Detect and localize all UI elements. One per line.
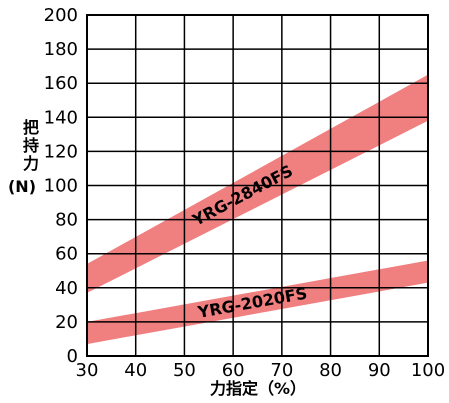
grid-lines [87,15,428,356]
x-tick-label-50: 50 [173,360,196,381]
y-axis-title-char-2: 持 [23,136,39,155]
y-tick-label-160: 160 [44,73,78,94]
x-tick-label-80: 80 [319,360,342,381]
x-tick-label-90: 90 [368,360,391,381]
y-axis-unit: (N) [8,177,36,196]
series-band-2 [87,260,428,345]
x-tick-label-30: 30 [76,360,99,381]
series-bands [87,74,428,345]
plot-frame [86,14,429,357]
series-band-1 [87,74,428,293]
x-tick-label-70: 70 [270,360,293,381]
y-tick-label-80: 80 [55,210,78,231]
y-tick-labels: 0 20 40 60 80 100 120 140 160 180 200 [44,5,78,367]
y-axis-title-char-1: 把 [23,118,39,137]
y-tick-label-60: 60 [55,244,78,265]
x-tick-label-100: 100 [411,360,445,381]
y-tick-label-180: 180 [44,39,78,60]
y-tick-label-140: 140 [44,107,78,128]
y-tick-label-100: 100 [44,176,78,197]
series-label-2: YRG-2020FS [195,284,308,322]
y-tick-label-0: 0 [67,346,78,367]
y-tick-label-120: 120 [44,141,78,162]
y-axis-title-char-3: 力 [23,154,39,173]
x-axis-title: 力指定（%） [210,379,306,398]
x-tick-labels: 30 40 50 60 70 80 90 100 [76,360,446,381]
x-tick-label-40: 40 [124,360,147,381]
x-tick-label-60: 60 [222,360,245,381]
y-tick-label-200: 200 [44,5,78,26]
y-tick-label-20: 20 [55,312,78,333]
y-tick-label-40: 40 [55,278,78,299]
